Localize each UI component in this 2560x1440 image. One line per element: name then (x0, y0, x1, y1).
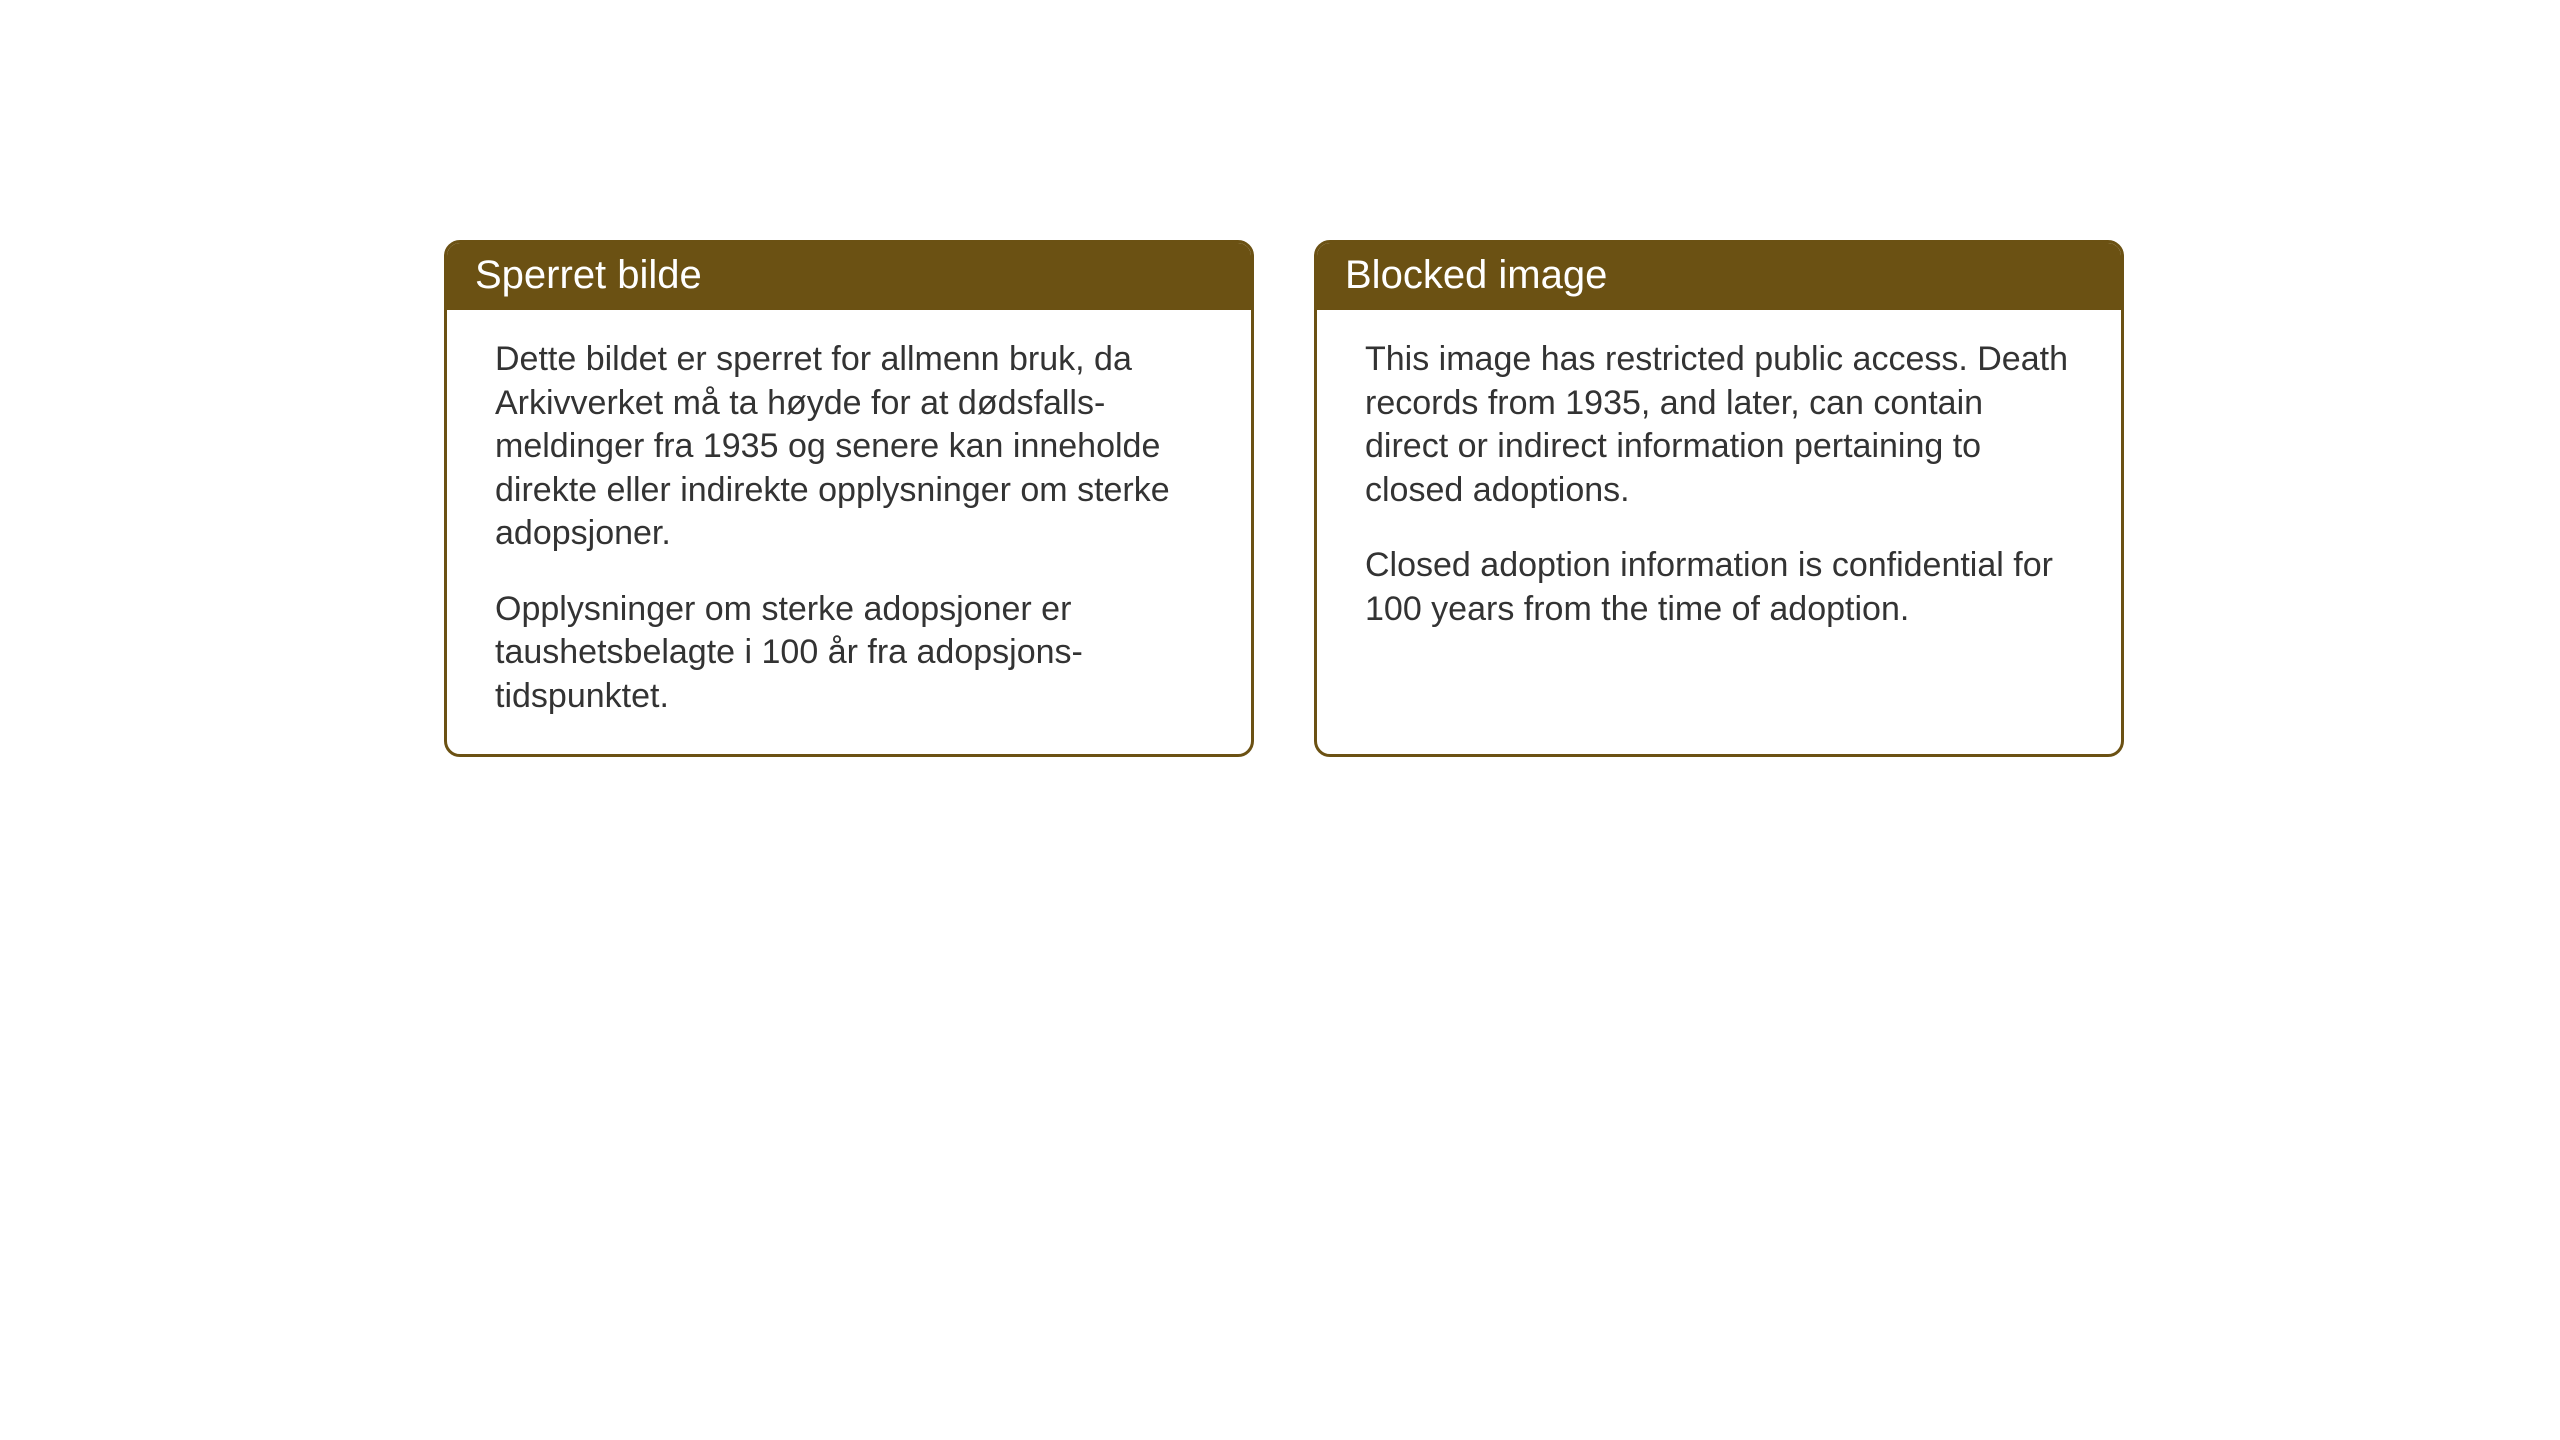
card-body-norwegian: Dette bildet er sperret for allmenn bruk… (447, 310, 1251, 754)
info-cards-container: Sperret bilde Dette bildet er sperret fo… (444, 240, 2124, 757)
blocked-image-card-english: Blocked image This image has restricted … (1314, 240, 2124, 757)
card-title-english: Blocked image (1317, 243, 2121, 310)
blocked-image-card-norwegian: Sperret bilde Dette bildet er sperret fo… (444, 240, 1254, 757)
notice-paragraph-1-english: This image has restricted public access.… (1365, 338, 2073, 512)
card-title-norwegian: Sperret bilde (447, 243, 1251, 310)
notice-paragraph-2-english: Closed adoption information is confident… (1365, 544, 2073, 631)
card-body-english: This image has restricted public access.… (1317, 310, 2121, 667)
notice-paragraph-1-norwegian: Dette bildet er sperret for allmenn bruk… (495, 338, 1203, 556)
notice-paragraph-2-norwegian: Opplysninger om sterke adopsjoner er tau… (495, 588, 1203, 719)
